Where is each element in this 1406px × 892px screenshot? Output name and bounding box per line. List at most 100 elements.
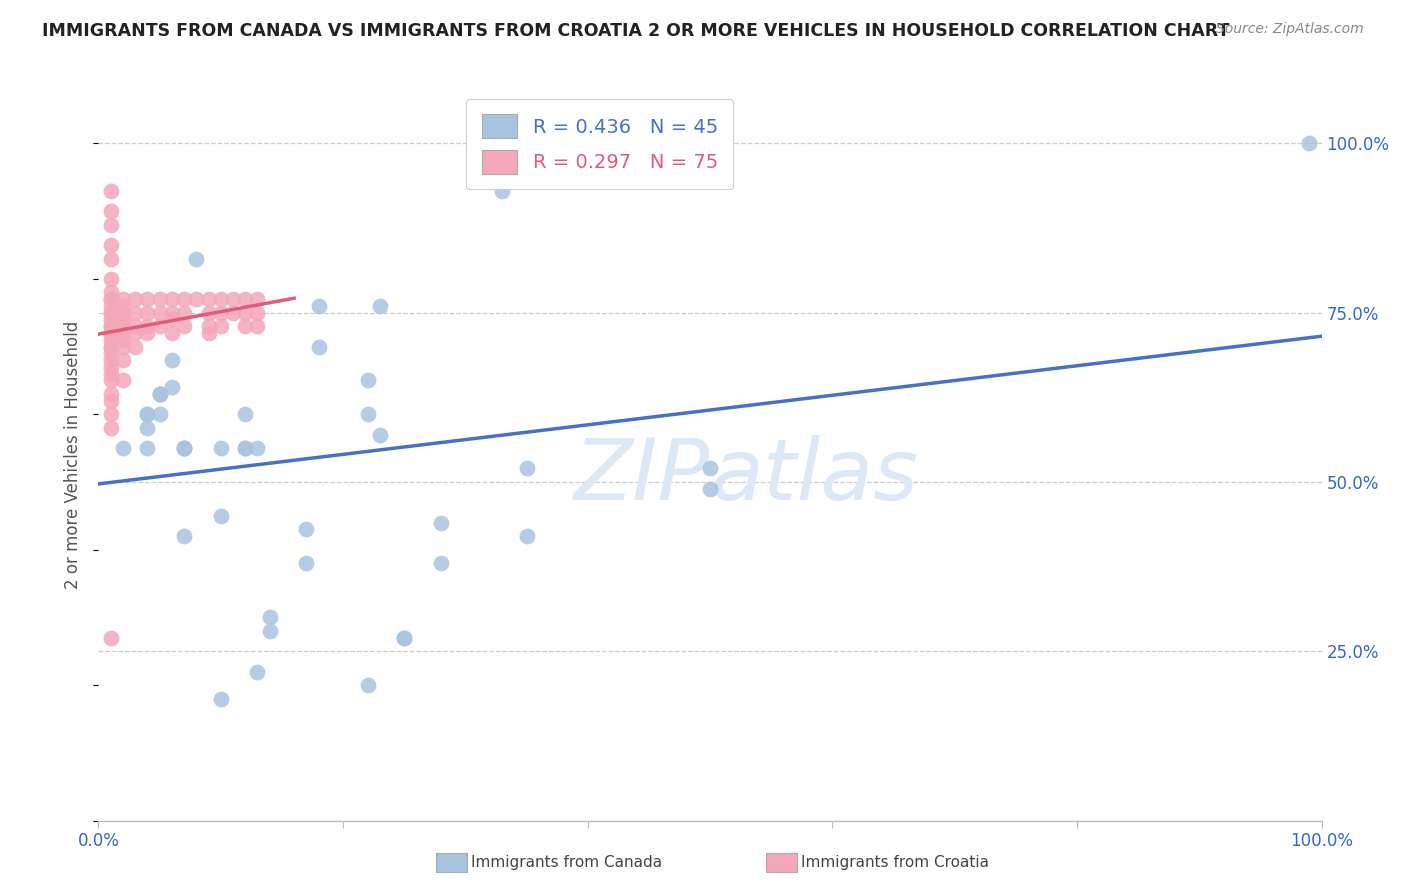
Point <box>209 508 232 523</box>
Point <box>149 407 172 421</box>
Point <box>100 252 122 266</box>
Point <box>100 373 122 387</box>
Point <box>149 319 172 334</box>
Point <box>136 441 159 455</box>
Point <box>699 482 721 496</box>
Point <box>491 184 513 198</box>
Y-axis label: 2 or more Vehicles in Household: 2 or more Vehicles in Household <box>65 321 83 589</box>
Point <box>111 299 134 313</box>
Point <box>259 624 281 638</box>
Point <box>111 292 134 306</box>
Point <box>233 441 256 455</box>
Point <box>160 312 183 326</box>
Point <box>111 340 134 354</box>
Point <box>699 461 721 475</box>
Point <box>149 387 172 401</box>
Point <box>100 292 122 306</box>
Point <box>392 631 416 645</box>
Point <box>111 373 134 387</box>
Point <box>515 529 537 543</box>
Point <box>100 299 122 313</box>
Point <box>100 353 122 368</box>
Point <box>111 353 134 368</box>
Point <box>308 340 330 354</box>
Point <box>100 312 122 326</box>
Point <box>173 441 195 455</box>
Point <box>368 299 391 313</box>
Point <box>100 393 122 408</box>
Point <box>100 407 122 421</box>
Point <box>209 319 232 334</box>
Point <box>160 326 183 340</box>
Point <box>197 306 219 320</box>
Point <box>100 319 122 334</box>
Point <box>136 407 159 421</box>
Point <box>209 292 232 306</box>
Point <box>246 292 269 306</box>
Point <box>149 387 172 401</box>
Point <box>209 306 232 320</box>
Point <box>186 252 208 266</box>
Point <box>100 285 122 300</box>
Legend: R = 0.436   N = 45, R = 0.297   N = 75: R = 0.436 N = 45, R = 0.297 N = 75 <box>467 99 734 189</box>
Point <box>136 407 159 421</box>
Point <box>100 319 122 334</box>
Point <box>149 306 172 320</box>
Point <box>111 326 134 340</box>
Text: Immigrants from Canada: Immigrants from Canada <box>471 855 662 870</box>
Point <box>173 441 195 455</box>
Point <box>308 299 330 313</box>
Point <box>100 387 122 401</box>
Point <box>295 523 318 537</box>
Text: Immigrants from Croatia: Immigrants from Croatia <box>801 855 990 870</box>
Point <box>100 340 122 354</box>
Point <box>136 292 159 306</box>
Point <box>356 407 378 421</box>
Point <box>430 516 453 530</box>
Point <box>136 306 159 320</box>
Point <box>100 359 122 374</box>
Point <box>160 306 183 320</box>
Point <box>100 306 122 320</box>
Point <box>136 319 159 334</box>
Point <box>197 319 219 334</box>
Text: Source: ZipAtlas.com: Source: ZipAtlas.com <box>1216 22 1364 37</box>
Point <box>515 461 537 475</box>
Point <box>246 319 269 334</box>
Point <box>160 380 183 394</box>
Text: ZIP: ZIP <box>574 435 710 518</box>
Point <box>136 326 159 340</box>
Point <box>136 421 159 435</box>
Point <box>356 678 378 692</box>
Point <box>233 306 256 320</box>
Point <box>100 326 122 340</box>
Point <box>356 373 378 387</box>
Point <box>186 292 208 306</box>
Point <box>173 529 195 543</box>
Point <box>124 292 146 306</box>
Point <box>149 387 172 401</box>
Point <box>222 292 245 306</box>
Point <box>111 306 134 320</box>
Point <box>173 441 195 455</box>
Point <box>246 441 269 455</box>
Point <box>295 556 318 570</box>
Point <box>173 319 195 334</box>
Point <box>100 631 122 645</box>
Point <box>246 665 269 679</box>
Text: IMMIGRANTS FROM CANADA VS IMMIGRANTS FROM CROATIA 2 OR MORE VEHICLES IN HOUSEHOL: IMMIGRANTS FROM CANADA VS IMMIGRANTS FRO… <box>42 22 1230 40</box>
Point <box>124 326 146 340</box>
Point <box>111 319 134 334</box>
Point <box>100 326 122 340</box>
Point <box>233 319 256 334</box>
Point <box>111 312 134 326</box>
Point <box>160 292 183 306</box>
Point <box>259 610 281 624</box>
Point <box>368 427 391 442</box>
Point <box>124 306 146 320</box>
Point <box>100 340 122 354</box>
Point <box>1298 136 1320 151</box>
Point <box>100 218 122 232</box>
Point <box>209 441 232 455</box>
Point <box>100 333 122 347</box>
